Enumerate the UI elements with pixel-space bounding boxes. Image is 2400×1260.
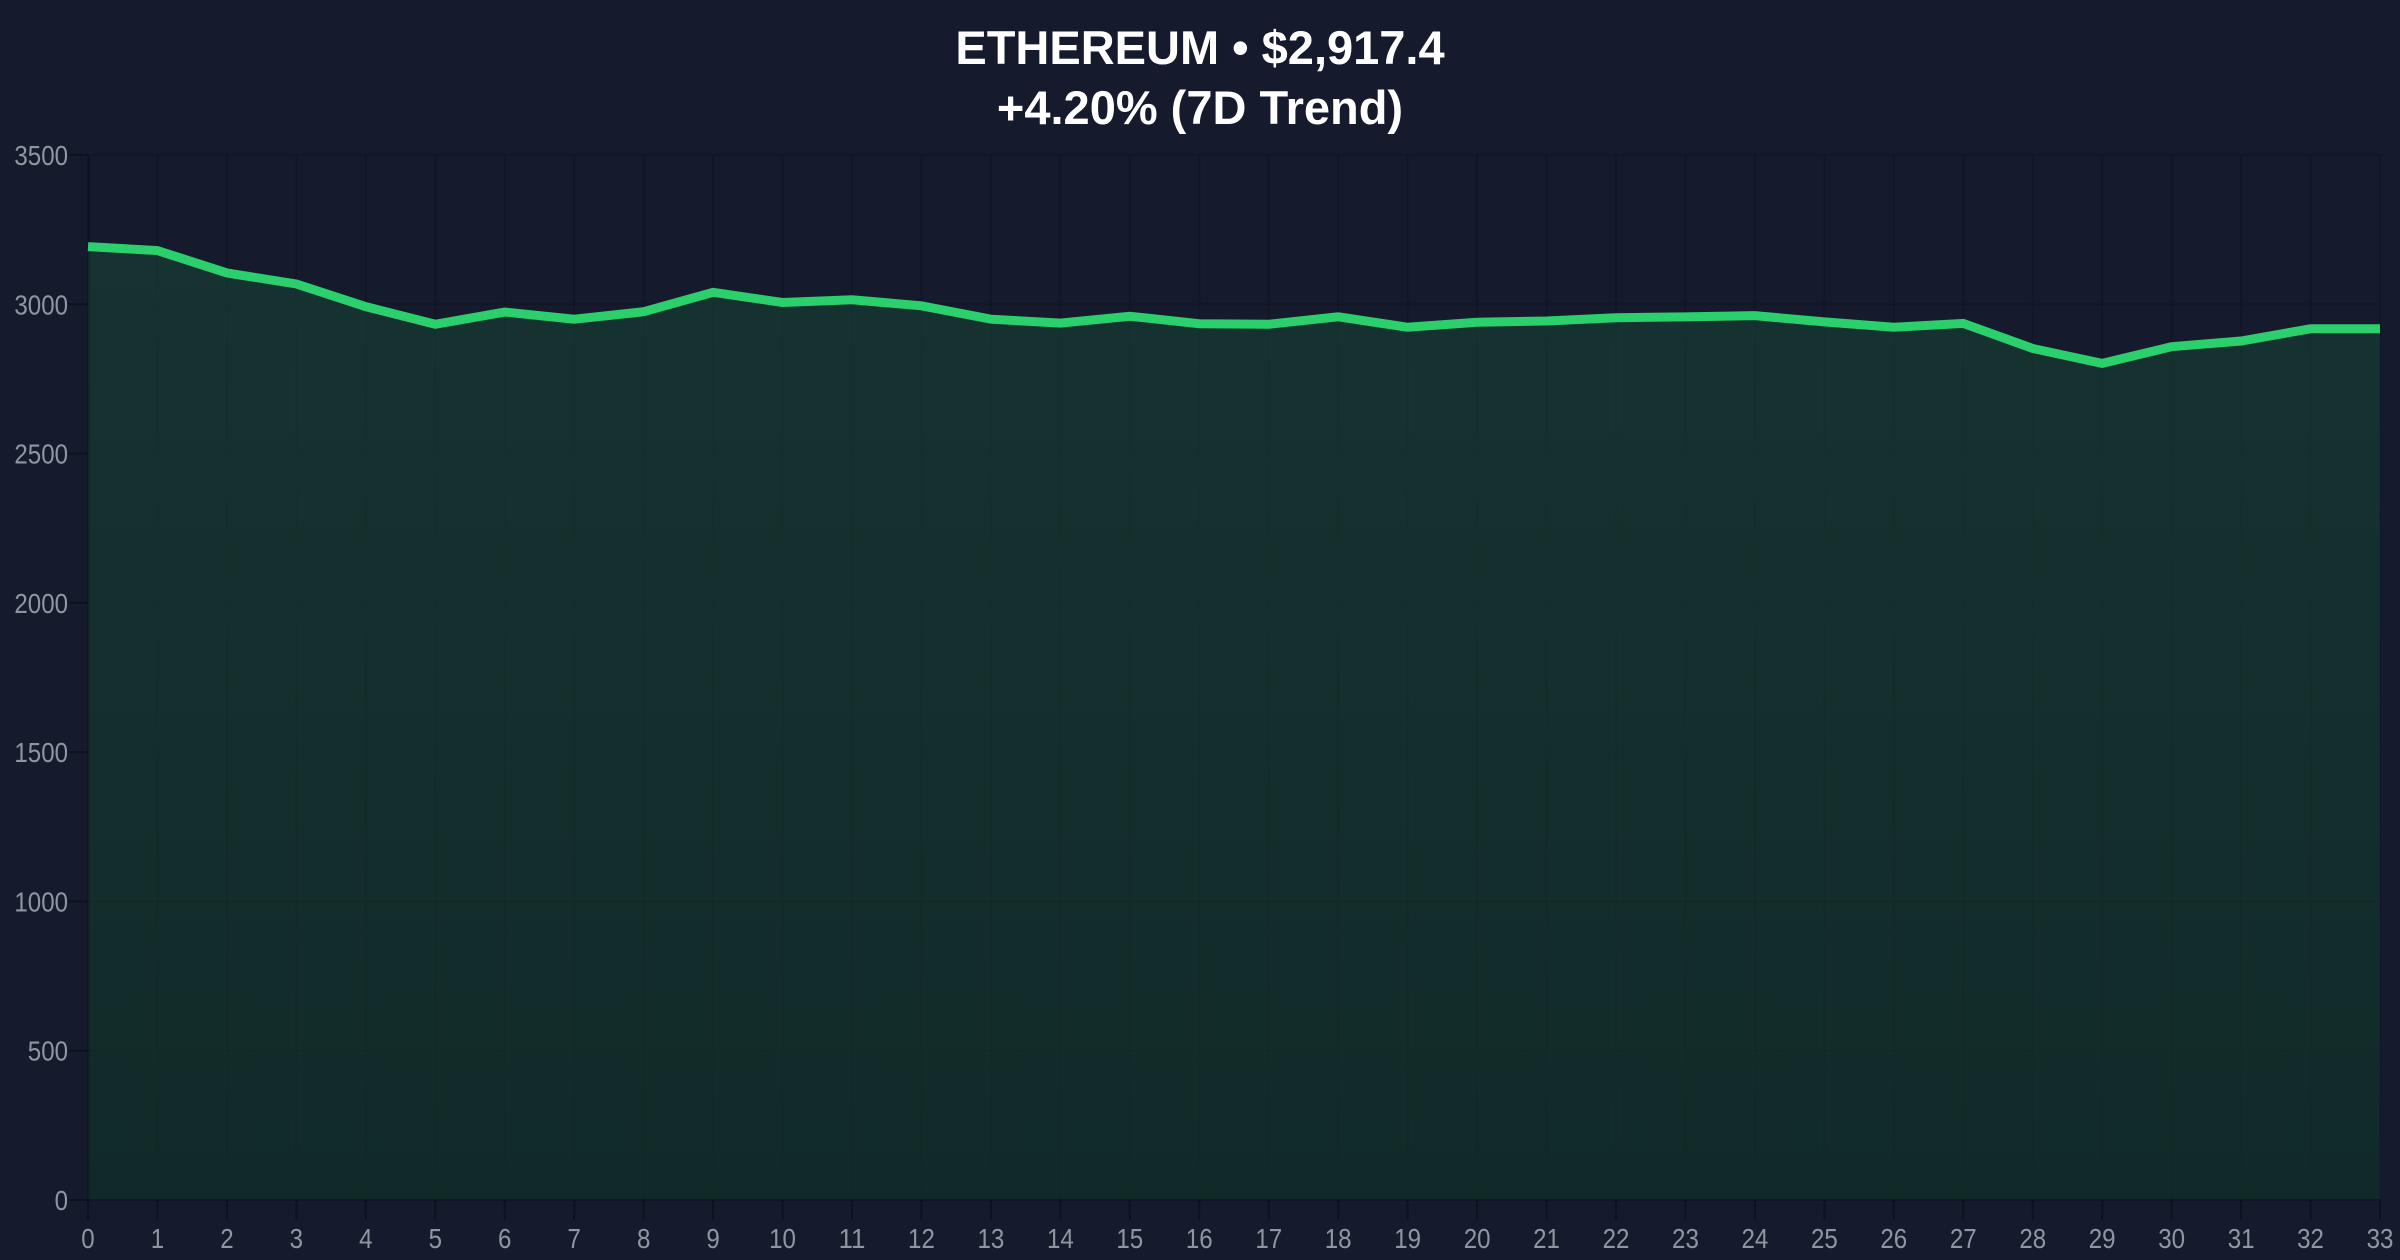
svg-text:13: 13 [978,1223,1005,1254]
svg-text:1000: 1000 [14,886,68,917]
svg-text:3: 3 [290,1223,303,1254]
svg-text:1500: 1500 [14,737,68,768]
svg-text:1: 1 [151,1223,164,1254]
svg-text:21: 21 [1533,1223,1560,1254]
svg-text:11: 11 [839,1223,866,1254]
svg-text:32: 32 [2297,1223,2324,1254]
svg-text:4: 4 [359,1223,372,1254]
svg-text:500: 500 [28,1036,68,1067]
svg-text:3500: 3500 [14,140,68,171]
svg-text:+4.20% (7D Trend): +4.20% (7D Trend) [997,81,1403,134]
svg-text:2: 2 [220,1223,233,1254]
svg-text:9: 9 [706,1223,719,1254]
svg-text:12: 12 [908,1223,935,1254]
svg-text:ETHEREUM • $2,917.4: ETHEREUM • $2,917.4 [955,21,1444,74]
svg-text:27: 27 [1950,1223,1977,1254]
svg-text:3000: 3000 [14,289,68,320]
svg-text:18: 18 [1325,1223,1352,1254]
svg-text:31: 31 [2228,1223,2255,1254]
svg-text:0: 0 [81,1223,94,1254]
svg-text:8: 8 [637,1223,650,1254]
svg-text:16: 16 [1186,1223,1213,1254]
svg-text:15: 15 [1116,1223,1143,1254]
svg-text:26: 26 [1880,1223,1907,1254]
svg-text:25: 25 [1811,1223,1838,1254]
svg-text:5: 5 [429,1223,442,1254]
svg-text:2000: 2000 [14,588,68,619]
svg-text:33: 33 [2367,1223,2394,1254]
svg-text:2500: 2500 [14,439,68,470]
svg-text:23: 23 [1672,1223,1699,1254]
svg-text:17: 17 [1255,1223,1282,1254]
svg-text:24: 24 [1742,1223,1769,1254]
svg-text:7: 7 [567,1223,580,1254]
svg-text:19: 19 [1394,1223,1421,1254]
svg-text:20: 20 [1464,1223,1491,1254]
svg-text:10: 10 [769,1223,796,1254]
svg-text:22: 22 [1603,1223,1630,1254]
svg-text:29: 29 [2089,1223,2116,1254]
svg-text:30: 30 [2158,1223,2185,1254]
svg-text:0: 0 [55,1185,68,1216]
svg-text:14: 14 [1047,1223,1074,1254]
svg-text:28: 28 [2019,1223,2046,1254]
svg-text:6: 6 [498,1223,511,1254]
